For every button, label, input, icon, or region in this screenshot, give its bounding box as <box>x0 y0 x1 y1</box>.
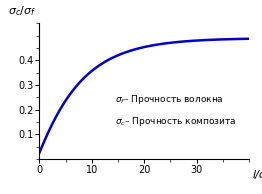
Text: $\sigma_c$– Прочность композита: $\sigma_c$– Прочность композита <box>115 114 236 128</box>
Text: $\sigma_f$– Прочность волокна: $\sigma_f$– Прочность волокна <box>115 93 223 106</box>
Text: $\sigma_c/\sigma_f$: $\sigma_c/\sigma_f$ <box>8 4 36 18</box>
Text: l/d: l/d <box>253 170 262 180</box>
